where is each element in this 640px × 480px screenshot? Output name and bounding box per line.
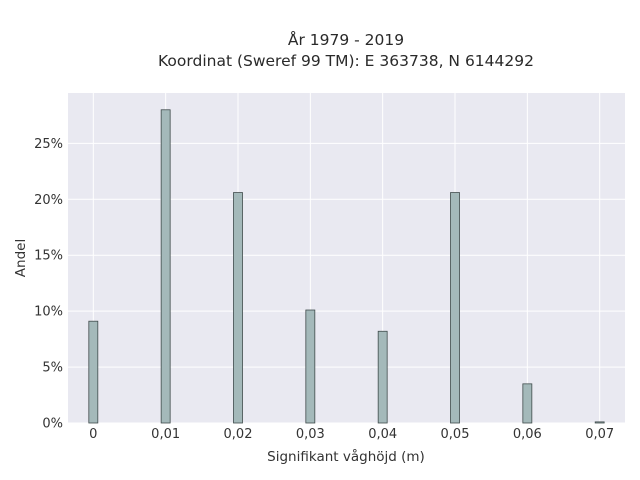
x-tick-label: 0,07 xyxy=(585,427,614,442)
bar xyxy=(594,421,605,424)
y-tick-label: 5% xyxy=(42,361,63,376)
y-tick-label: 25% xyxy=(34,137,63,152)
x-tick-label: 0,02 xyxy=(224,427,253,442)
chart-title: År 1979 - 2019 xyxy=(288,30,404,49)
x-tick-label: 0,06 xyxy=(513,427,542,442)
y-tick-label: 0% xyxy=(42,417,63,432)
x-tick-label: 0,05 xyxy=(441,427,470,442)
y-tick-labels: 0% 5% 10% 15% 20% 25% xyxy=(34,137,63,432)
x-tick-label: 0,04 xyxy=(368,427,397,442)
x-tick-label: 0 xyxy=(89,427,97,442)
y-tick-label: 10% xyxy=(34,305,63,320)
bar xyxy=(233,192,243,424)
plot-area xyxy=(68,93,625,423)
bars xyxy=(88,109,605,424)
x-tick-label: 0,03 xyxy=(296,427,325,442)
y-tick-label: 20% xyxy=(34,193,63,208)
chart-subtitle: Koordinat (Sweref 99 TM): E 363738, N 61… xyxy=(158,52,534,70)
bar xyxy=(88,320,99,424)
bar xyxy=(160,109,171,424)
bar xyxy=(377,330,388,424)
y-axis-label: Andel xyxy=(13,239,29,277)
x-axis-label: Signifikant våghöjd (m) xyxy=(267,448,425,465)
x-tick-labels: 0 0,01 0,02 0,03 0,04 0,05 0,06 0,07 xyxy=(89,427,614,442)
y-tick-label: 15% xyxy=(34,249,63,264)
bar xyxy=(305,309,316,424)
bar xyxy=(450,192,460,424)
x-tick-label: 0,01 xyxy=(151,427,180,442)
bar xyxy=(522,383,533,424)
